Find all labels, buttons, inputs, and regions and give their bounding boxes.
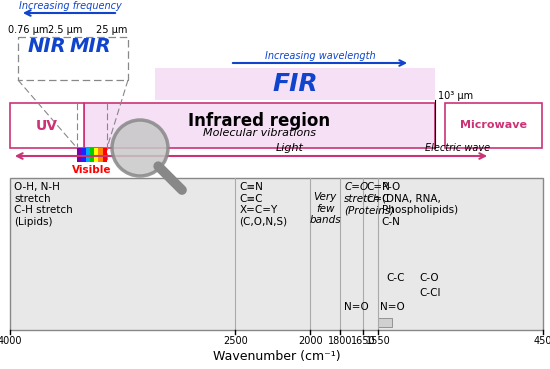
Bar	[77, 148, 81, 162]
Text: 0.76 μm: 0.76 μm	[8, 25, 48, 35]
Bar	[86, 148, 90, 162]
Text: 450: 450	[534, 336, 550, 346]
Text: Visible: Visible	[72, 165, 112, 175]
Bar	[10, 103, 84, 148]
Text: 2500: 2500	[223, 336, 248, 346]
Text: P-O
(DNA, RNA,
Phospholipids)
C-N: P-O (DNA, RNA, Phospholipids) C-N	[382, 182, 458, 227]
Bar	[103, 148, 107, 162]
Text: 25 μm: 25 μm	[96, 25, 128, 35]
Text: Electric wave: Electric wave	[425, 143, 490, 153]
Text: UV: UV	[36, 118, 58, 132]
Text: MIR: MIR	[69, 38, 111, 56]
Bar	[378, 318, 392, 327]
Text: C=O
stretch
(Proteins): C=O stretch (Proteins)	[344, 182, 394, 215]
Text: N=O: N=O	[380, 302, 405, 312]
Text: 1800: 1800	[328, 336, 353, 346]
Bar	[98, 148, 103, 162]
Bar	[10, 178, 543, 330]
Text: C-O: C-O	[420, 273, 439, 283]
Text: Very
few
bands: Very few bands	[310, 192, 341, 225]
Text: 2.5 μm: 2.5 μm	[48, 25, 82, 35]
Text: O-H, N-H
stretch
C-H stretch
(Lipids): O-H, N-H stretch C-H stretch (Lipids)	[14, 182, 73, 227]
Text: NIR: NIR	[28, 38, 67, 56]
Text: 1550: 1550	[365, 336, 390, 346]
Text: FIR: FIR	[272, 72, 318, 96]
Text: 2000: 2000	[298, 336, 323, 346]
Bar	[155, 68, 435, 100]
Bar	[445, 103, 542, 148]
Text: Microwave: Microwave	[460, 121, 527, 131]
Bar	[94, 148, 98, 162]
Text: N=O: N=O	[344, 302, 368, 312]
Bar	[90, 148, 94, 162]
Text: 1650: 1650	[350, 336, 375, 346]
Text: Molecular vibrations: Molecular vibrations	[203, 128, 316, 138]
Text: Light: Light	[276, 143, 304, 153]
Text: Wavenumber (cm⁻¹): Wavenumber (cm⁻¹)	[213, 350, 340, 363]
Bar	[84, 103, 435, 148]
Text: C≡N
C≡C
X=C=Y
(C,O,N,S): C≡N C≡C X=C=Y (C,O,N,S)	[239, 182, 287, 227]
Text: Infrared region: Infrared region	[189, 113, 331, 131]
Text: C-C: C-C	[387, 273, 405, 283]
Text: C=N
C=C: C=N C=C	[367, 182, 390, 204]
Bar	[81, 148, 86, 162]
Text: Increasing frequency: Increasing frequency	[19, 1, 122, 11]
Text: Increasing wavelength: Increasing wavelength	[265, 51, 375, 61]
Bar	[18, 37, 128, 80]
Text: 4000: 4000	[0, 336, 22, 346]
Text: C-Cl: C-Cl	[420, 288, 441, 298]
Text: 10³ μm: 10³ μm	[438, 91, 473, 101]
Circle shape	[112, 120, 168, 176]
